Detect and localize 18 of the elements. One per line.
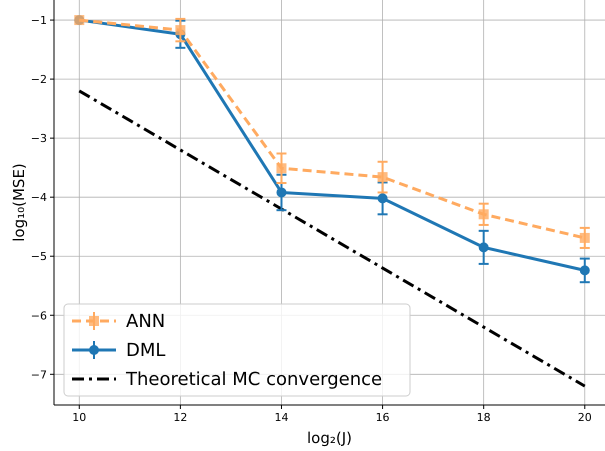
y-axis-title: log₁₀(MSE): [10, 163, 28, 242]
x-tick-label: 10: [72, 411, 86, 424]
y-tick-label: −5: [30, 250, 47, 264]
legend-label: DML: [126, 340, 166, 361]
legend-label: ANN: [126, 311, 166, 332]
y-tick-label: −2: [30, 73, 47, 86]
x-tick-label: 18: [476, 411, 491, 424]
x-tick-label: 12: [173, 411, 188, 424]
x-tick-label: 14: [274, 411, 288, 424]
y-tick-label: −1: [30, 14, 47, 28]
y-tick-label: −6: [30, 309, 47, 322]
y-tick-label: −7: [30, 368, 47, 382]
x-tick-label: 16: [376, 411, 390, 424]
x-tick-label: 20: [578, 411, 592, 424]
y-tick-label: −3: [30, 132, 47, 146]
legend-label: Theoretical MC convergence: [125, 369, 382, 390]
x-axis-title: log₂(J): [306, 429, 352, 447]
y-tick-label: −4: [30, 191, 47, 204]
